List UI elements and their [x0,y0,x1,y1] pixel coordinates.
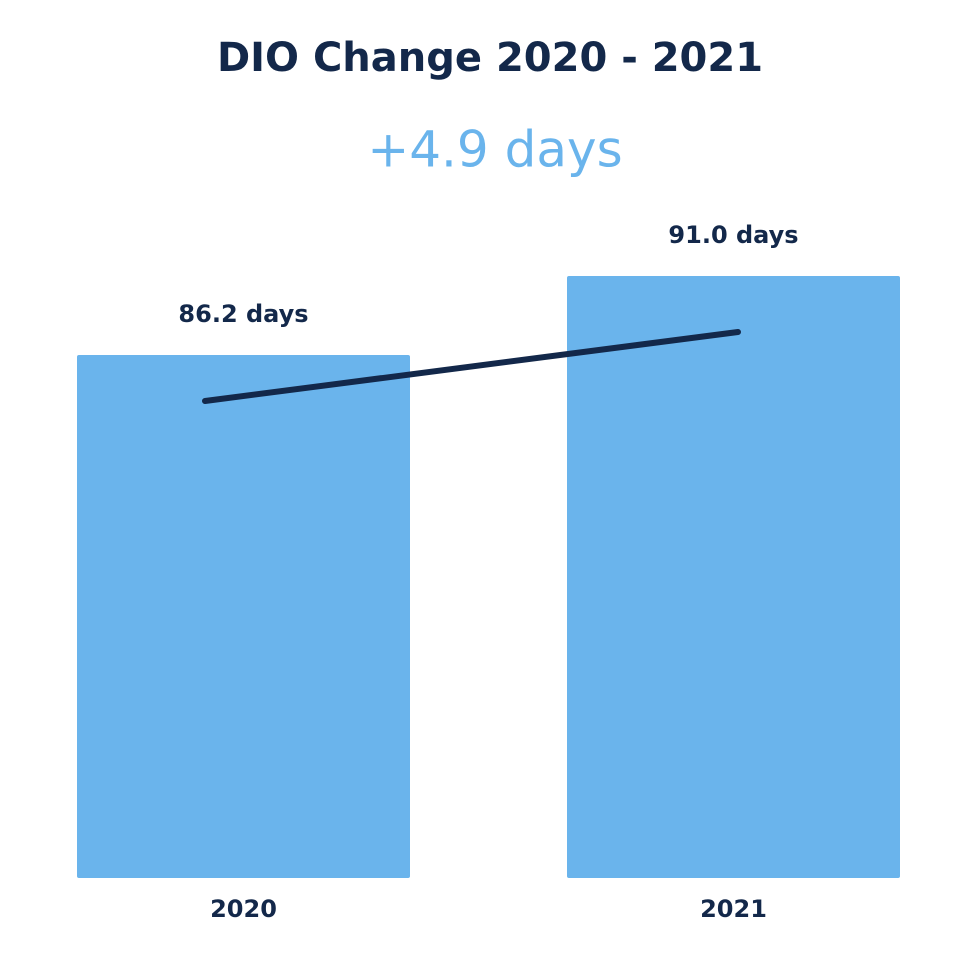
x-tick-label: 2020 [210,895,277,923]
bar [77,354,410,878]
chart-subtitle: +4.9 days [367,121,622,179]
x-tick-label: 2021 [700,895,767,923]
bar [567,276,900,878]
chart-title: DIO Change 2020 - 2021 [217,35,763,81]
trend-line [202,329,741,404]
data-label: 86.2 days [178,300,308,328]
data-label: 91.0 days [668,221,798,249]
